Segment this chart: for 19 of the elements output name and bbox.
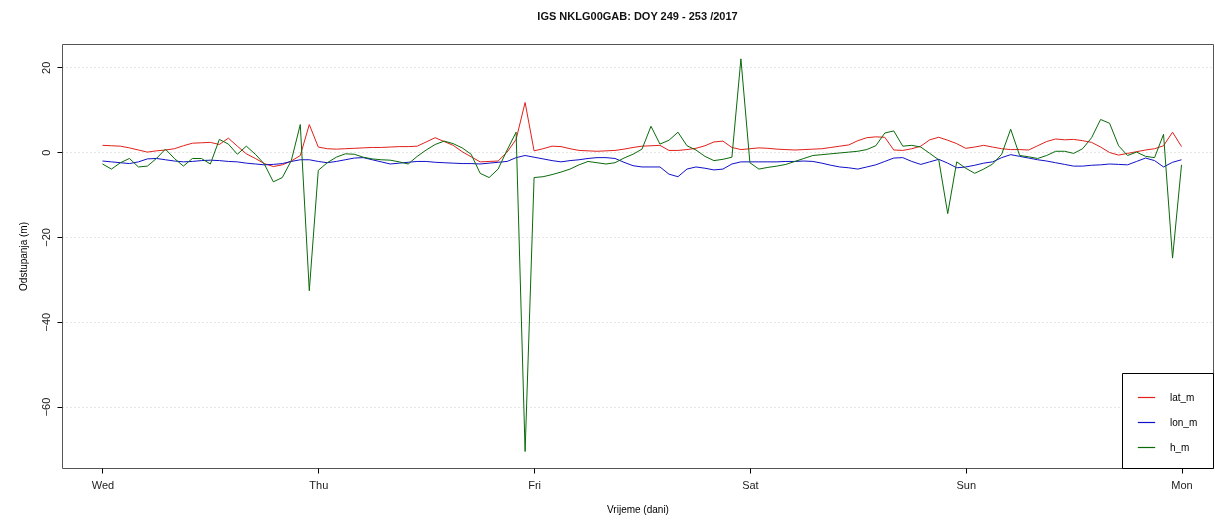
x-tick-label: Sat bbox=[742, 478, 759, 491]
x-tick-label: Wed bbox=[91, 478, 115, 491]
y-tick-label: −60 bbox=[39, 397, 52, 417]
chart-title: IGS NKLG00GAB: DOY 249 - 253 /2017 bbox=[537, 10, 738, 22]
y-tick-label: 20 bbox=[39, 61, 52, 74]
y-tick-label: −40 bbox=[39, 312, 52, 332]
x-tick-label: Fri bbox=[528, 478, 541, 491]
line-series bbox=[101, 154, 1183, 178]
line-series bbox=[101, 102, 1183, 168]
x-tick-label: Sun bbox=[956, 478, 976, 491]
legend-label: lon_m bbox=[1170, 416, 1198, 428]
legend-label: lat_m bbox=[1170, 391, 1195, 403]
legend-label: h_m bbox=[1170, 441, 1190, 453]
x-tick-label: Mon bbox=[1171, 478, 1193, 491]
y-tick-label: −20 bbox=[39, 228, 52, 247]
x-tick-label: Thu bbox=[309, 478, 329, 491]
x-axis-title: Vrijeme (dani) bbox=[607, 503, 669, 515]
y-tick-label: 0 bbox=[39, 149, 52, 156]
y-axis-title: Odstupanja (m) bbox=[17, 222, 29, 291]
